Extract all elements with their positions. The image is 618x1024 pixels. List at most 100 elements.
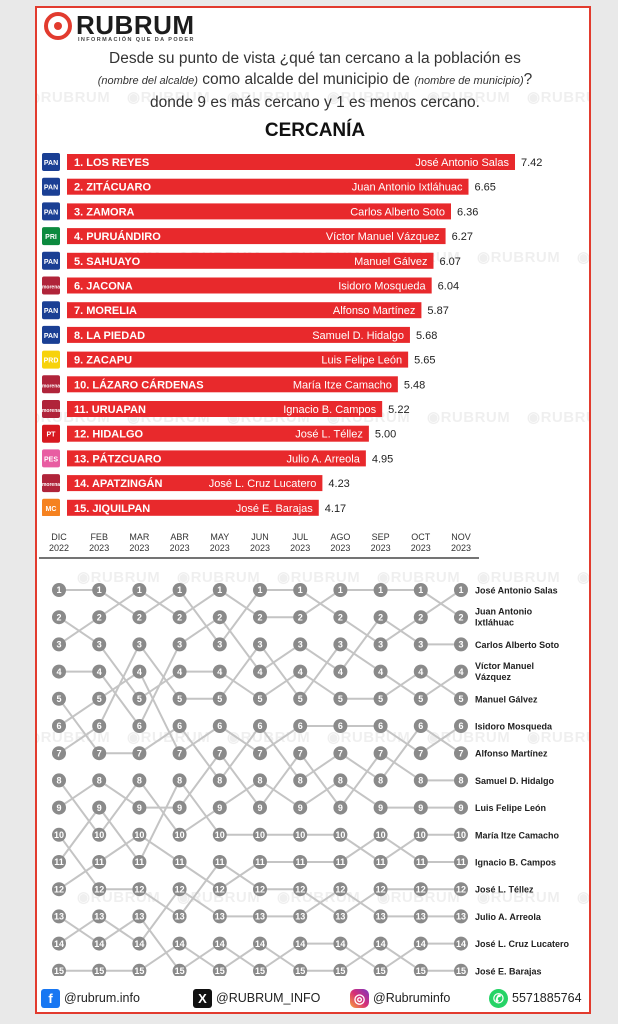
rank-number: 15 (255, 966, 265, 976)
rank-circle (52, 882, 66, 897)
bar (67, 154, 515, 170)
rank-number: 1 (137, 585, 142, 595)
rank-circle (253, 936, 267, 951)
bar-mayor-label: Víctor Manuel Vázquez (326, 231, 440, 243)
rank-number: 11 (175, 857, 185, 867)
year-label: 2023 (250, 543, 270, 553)
rank-circle (293, 610, 308, 625)
rank-circle (172, 936, 187, 951)
morena-icon (42, 400, 60, 418)
final-name-label: José L. Cruz Lucatero (475, 939, 570, 949)
rank-node: 2 (172, 610, 187, 625)
bar-value-label: 4.23 (328, 478, 349, 490)
rank-circle (413, 746, 428, 761)
pan-icon (42, 325, 60, 344)
rank-circle (52, 746, 66, 761)
final-name-label: Manuel Gálvez (475, 694, 538, 704)
rank-node: 1 (253, 583, 267, 597)
rank-circle (293, 909, 308, 924)
rank-number: 10 (175, 830, 185, 840)
rank-number: 6 (338, 721, 343, 731)
rank-circle (413, 800, 428, 815)
rank-node: 1 (52, 583, 66, 597)
bar-category-label: 9. ZACAPU (74, 355, 132, 367)
rank-circle (333, 746, 348, 761)
rank-number: 9 (137, 803, 142, 813)
rank-circle (333, 936, 348, 951)
rank-number: 6 (97, 721, 102, 731)
x-contact[interactable]: X @RUBRUM_INFO (193, 988, 320, 1008)
rank-node: 7 (333, 746, 348, 761)
watermark-text: ◉RUBRUM (577, 569, 591, 586)
year-label: 2023 (290, 543, 310, 553)
month-label: MAY (210, 532, 229, 542)
rank-number: 1 (378, 585, 383, 595)
rank-number: 7 (177, 748, 182, 758)
rank-number: 8 (418, 776, 423, 786)
instagram-contact[interactable]: ◎ @Rubruminfo (350, 988, 450, 1008)
rank-number: 8 (137, 776, 142, 786)
rank-circle (333, 637, 348, 652)
pan-icon (42, 301, 60, 320)
rank-circle (333, 773, 348, 788)
bar (67, 277, 432, 294)
rank-circle (293, 637, 308, 652)
rank-number: 3 (137, 640, 142, 650)
bar-row: PAN 7. MORELIA Alfonso Martínez 5.87 (42, 301, 449, 320)
rank-circle (52, 691, 66, 706)
rank-circle (373, 746, 388, 761)
whatsapp-icon: ✆ (489, 988, 508, 1008)
rank-circle (413, 583, 428, 597)
final-name-label: Samuel D. Hidalgo (475, 776, 555, 786)
rank-number: 8 (298, 776, 303, 786)
rank-circle (413, 719, 428, 733)
rank-circle (293, 691, 308, 706)
rank-node: 14 (212, 936, 227, 951)
rank-number: 15 (215, 966, 225, 976)
rank-number: 12 (94, 884, 104, 894)
rank-number: 8 (338, 776, 343, 786)
whatsapp-contact[interactable]: ✆ 5571885764 (489, 988, 582, 1008)
rank-circle (293, 583, 308, 597)
rank-circle (333, 963, 348, 976)
rank-node: 10 (333, 827, 348, 842)
month-label: MAR (129, 532, 150, 542)
rank-number: 5 (338, 694, 343, 704)
bar-value-label: 6.07 (439, 256, 460, 268)
party-label: PAN (44, 209, 58, 216)
bar (67, 203, 451, 220)
rank-node: 7 (172, 746, 187, 761)
rank-node: 3 (253, 637, 267, 652)
rank-circle (293, 719, 308, 733)
rank-node: 10 (212, 827, 227, 842)
rank-number: 11 (416, 857, 426, 867)
rank-circle (212, 882, 227, 897)
rank-circle (132, 963, 147, 976)
rank-node: 6 (454, 719, 468, 733)
rank-node: 8 (253, 773, 267, 788)
rank-number: 3 (97, 640, 102, 650)
rank-node: 4 (92, 664, 107, 679)
pan-icon (42, 202, 60, 221)
rank-node: 4 (373, 664, 388, 679)
bar (67, 425, 369, 442)
bar (67, 351, 409, 368)
rank-circle (172, 855, 187, 869)
rank-node: 3 (52, 637, 66, 652)
bar-row: morena 11. URUAPAN Ignacio B. Campos 5.22 (42, 400, 410, 418)
rank-circle (92, 882, 107, 897)
bar-value-label: 4.95 (372, 453, 393, 465)
rank-node: 12 (413, 882, 428, 897)
prd-icon (42, 350, 60, 369)
rank-number: 4 (458, 667, 463, 677)
rank-number: 14 (94, 939, 104, 949)
rank-circle (454, 909, 468, 924)
rank-number: 1 (177, 585, 182, 595)
rank-circle (293, 664, 308, 679)
facebook-handle: @rubrum.info (64, 991, 140, 1005)
rank-number: 1 (257, 585, 262, 595)
watermark-text: ◉RUBRUM (77, 569, 161, 586)
rank-number: 14 (54, 939, 64, 949)
party-label: morena (42, 408, 60, 414)
facebook-contact[interactable]: f @rubrum.info (41, 988, 140, 1008)
